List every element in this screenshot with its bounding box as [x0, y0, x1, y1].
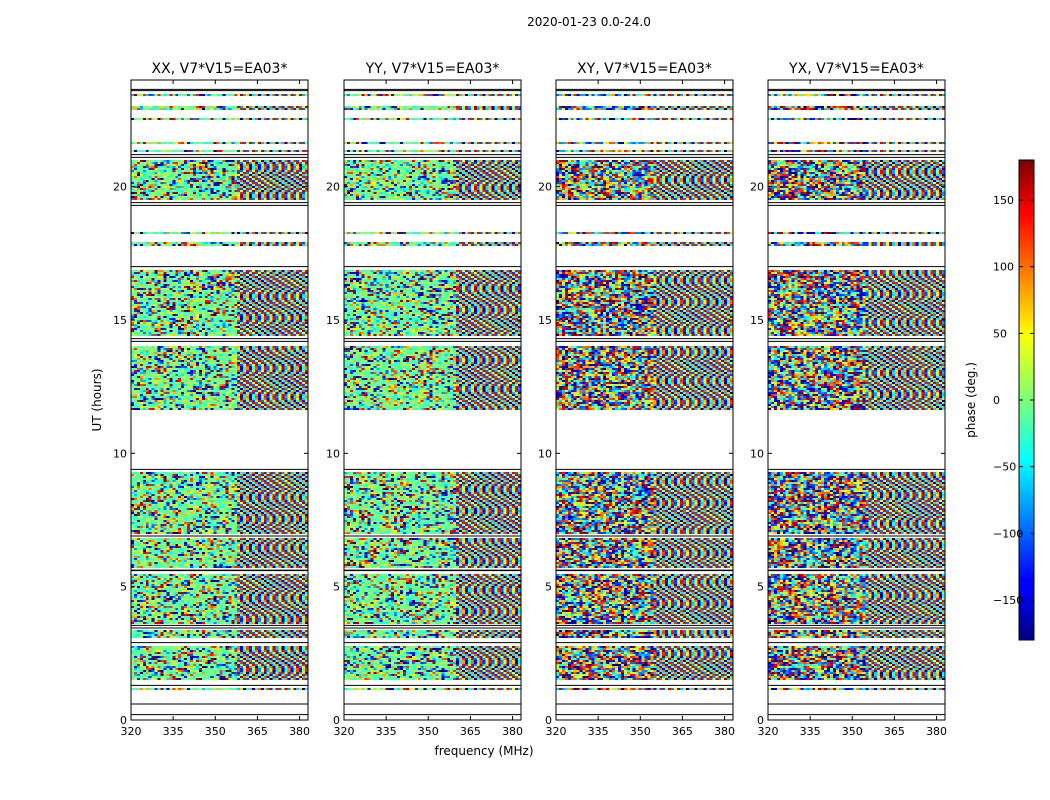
x-tick-label: 335 [163, 725, 184, 738]
colorbar-label: phase (deg.) [964, 362, 978, 438]
x-tick-label: 350 [630, 725, 651, 738]
x-tick-label: 350 [842, 725, 863, 738]
y-tick-label: 20 [750, 181, 764, 194]
x-tick-label: 380 [289, 725, 310, 738]
x-tick-label: 335 [800, 725, 821, 738]
panel-title: YY, V7*V15=EA03* [365, 61, 500, 77]
y-tick-label: 15 [326, 314, 340, 327]
y-tick-label: 0 [545, 714, 552, 727]
phase-heatmap [344, 80, 521, 720]
x-tick-label: 320 [334, 725, 355, 738]
y-tick-label: 10 [326, 447, 340, 460]
panel-2: YY, V7*V15=EA03* 320 335 350 365 380 0 5 10 15 20 [326, 61, 523, 738]
phase-heatmap [556, 80, 733, 720]
x-tick-label: 365 [460, 725, 481, 738]
colorbar-tick-label: −150 [993, 594, 1023, 607]
colorbar-tick-label: 0 [993, 394, 1000, 407]
y-tick-label: 20 [326, 181, 340, 194]
colorbar-tick-label: 100 [993, 261, 1014, 274]
x-tick-label: 320 [758, 725, 779, 738]
colorbar-tick-label: −100 [993, 527, 1023, 540]
y-axis-label: UT (hours) [90, 368, 104, 431]
figure-suptitle: 2020-01-23 0.0-24.0 [527, 15, 651, 29]
y-tick-label: 5 [545, 581, 552, 594]
panel-title: XX, V7*V15=EA03* [152, 61, 288, 77]
x-tick-label: 335 [588, 725, 609, 738]
y-tick-label: 15 [538, 314, 552, 327]
axes-frame [343, 79, 522, 721]
y-tick-label: 10 [538, 447, 552, 460]
x-tick-label: 380 [926, 725, 947, 738]
panel-title: YX, V7*V15=EA03* [788, 61, 924, 77]
x-tick-label: 350 [205, 725, 226, 738]
x-tick-label: 380 [502, 725, 523, 738]
x-tick-label: 365 [247, 725, 268, 738]
y-tick-label: 5 [757, 581, 764, 594]
x-tick-label: 335 [376, 725, 397, 738]
x-tick-label: 380 [714, 725, 735, 738]
x-tick-label: 365 [884, 725, 905, 738]
y-tick-label: 15 [750, 314, 764, 327]
y-tick-label: 5 [120, 581, 127, 594]
x-tick-label: 350 [418, 725, 439, 738]
phase-heatmap [131, 80, 308, 720]
panel-1: XX, V7*V15=EA03* 320 335 350 365 380 0 5 10 15 20 [113, 61, 310, 738]
y-tick-label: 0 [120, 714, 127, 727]
panel-title: XY, V7*V15=EA03* [577, 61, 712, 77]
panel-3: XY, V7*V15=EA03* 320 335 350 365 380 0 5 10 15 20 [538, 61, 735, 738]
y-tick-label: 10 [750, 447, 764, 460]
axes-frame [555, 79, 734, 721]
y-tick-label: 15 [113, 314, 127, 327]
x-tick-label: 320 [121, 725, 142, 738]
y-tick-label: 0 [757, 714, 764, 727]
phase-heatmap [768, 80, 945, 720]
colorbar-ticks: −150 −100 −50 0 50 100 150 [993, 194, 1034, 607]
axes-frame [767, 79, 946, 721]
colorbar-tick-label: −50 [993, 461, 1016, 474]
y-tick-label: 0 [333, 714, 340, 727]
x-tick-label: 320 [546, 725, 567, 738]
x-tick-label: 365 [672, 725, 693, 738]
colorbar-tick-label: 150 [993, 194, 1014, 207]
axes-frame [130, 79, 309, 721]
x-axis-label: frequency (MHz) [434, 744, 533, 758]
y-tick-label: 20 [538, 181, 552, 194]
y-tick-label: 10 [113, 447, 127, 460]
colorbar: −150 −100 −50 0 50 100 150 phase (deg.) [964, 159, 1035, 641]
y-tick-label: 20 [113, 181, 127, 194]
colorbar-tick-label: 50 [993, 327, 1007, 340]
y-tick-label: 5 [333, 581, 340, 594]
panel-4: YX, V7*V15=EA03* 320 335 350 365 380 0 5 10 15 20 [750, 61, 947, 738]
panels: XX, V7*V15=EA03*320 335 350 365 38005101520Y… [113, 61, 947, 738]
